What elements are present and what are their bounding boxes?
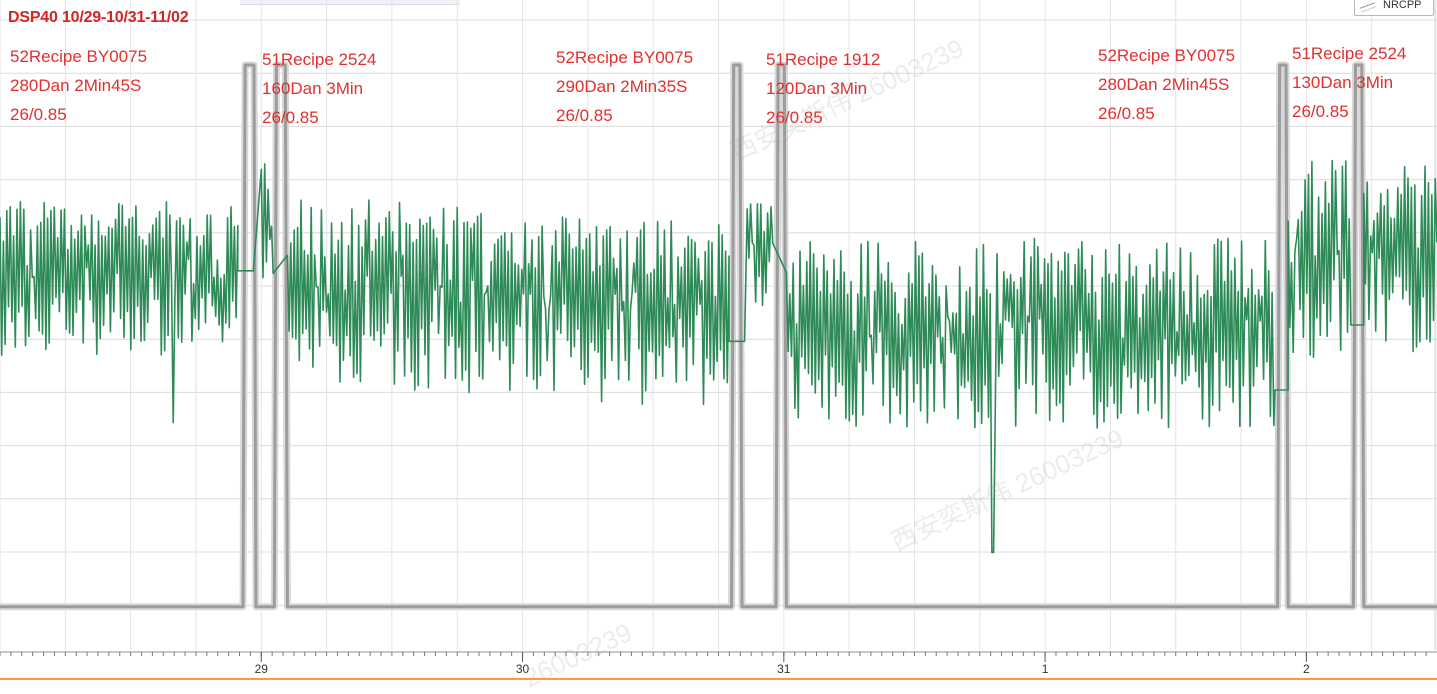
legend[interactable]: NRCPP	[1354, 0, 1434, 16]
annotation-line: 160Dan 3Min	[262, 79, 364, 98]
x-tick-label: 29	[255, 662, 269, 676]
chart-title: DSP40 10/29-10/31-11/02	[8, 9, 189, 26]
annotation-recipe-5: 52Recipe BY0075 280Dan 2Min45S 26/0.85	[1098, 41, 1235, 128]
series-green	[0, 159, 1437, 554]
annotation-line: 52Recipe BY0075	[10, 47, 148, 66]
annotation-line: 26/0.85	[1098, 104, 1155, 123]
annotation-line: 280Dan 2Min45S	[1098, 75, 1230, 94]
x-tick-label: 2	[1303, 662, 1310, 676]
bottom-border-line	[0, 678, 1437, 680]
legend-label: NRCPP	[1383, 0, 1422, 11]
annotation-line: 51Recipe 2524	[262, 50, 377, 69]
annotation-line: 280Dan 2Min45S	[10, 76, 142, 95]
annotation-line: 26/0.85	[10, 105, 67, 124]
annotation-line: 51Recipe 2524	[1292, 44, 1407, 63]
annotation-recipe-3: 52Recipe BY0075 290Dan 2Min35S 26/0.85	[556, 43, 693, 130]
annotation-recipe-1: 52Recipe BY0075 280Dan 2Min45S 26/0.85	[10, 42, 147, 129]
annotation-line: 26/0.85	[556, 106, 613, 125]
x-tick-label: 1	[1042, 662, 1049, 676]
annotation-line: 290Dan 2Min35S	[556, 77, 688, 96]
annotation-line: 26/0.85	[766, 108, 823, 127]
x-tick-label: 30	[516, 662, 530, 676]
annotation-recipe-2: 51Recipe 2524 160Dan 3Min 26/0.85	[262, 45, 376, 132]
annotation-line: 130Dan 3Min	[1292, 73, 1394, 92]
annotation-line: 52Recipe BY0075	[1098, 46, 1236, 65]
x-tick-label: 31	[777, 662, 791, 676]
annotation-recipe-6: 51Recipe 2524 130Dan 3Min 26/0.85	[1292, 39, 1406, 126]
annotation-line: 120Dan 3Min	[766, 79, 868, 98]
annotation-line: 26/0.85	[1292, 102, 1349, 121]
series-nrcpp	[0, 63, 1437, 609]
annotation-recipe-4: 51Recipe 1912 120Dan 3Min 26/0.85	[766, 45, 880, 132]
annotation-line: 26/0.85	[262, 108, 319, 127]
annotation-line: 51Recipe 1912	[766, 50, 881, 69]
top-toolbar-strip	[240, 0, 460, 5]
legend-swatch-icon	[1359, 2, 1377, 13]
annotation-line: 52Recipe BY0075	[556, 48, 694, 67]
